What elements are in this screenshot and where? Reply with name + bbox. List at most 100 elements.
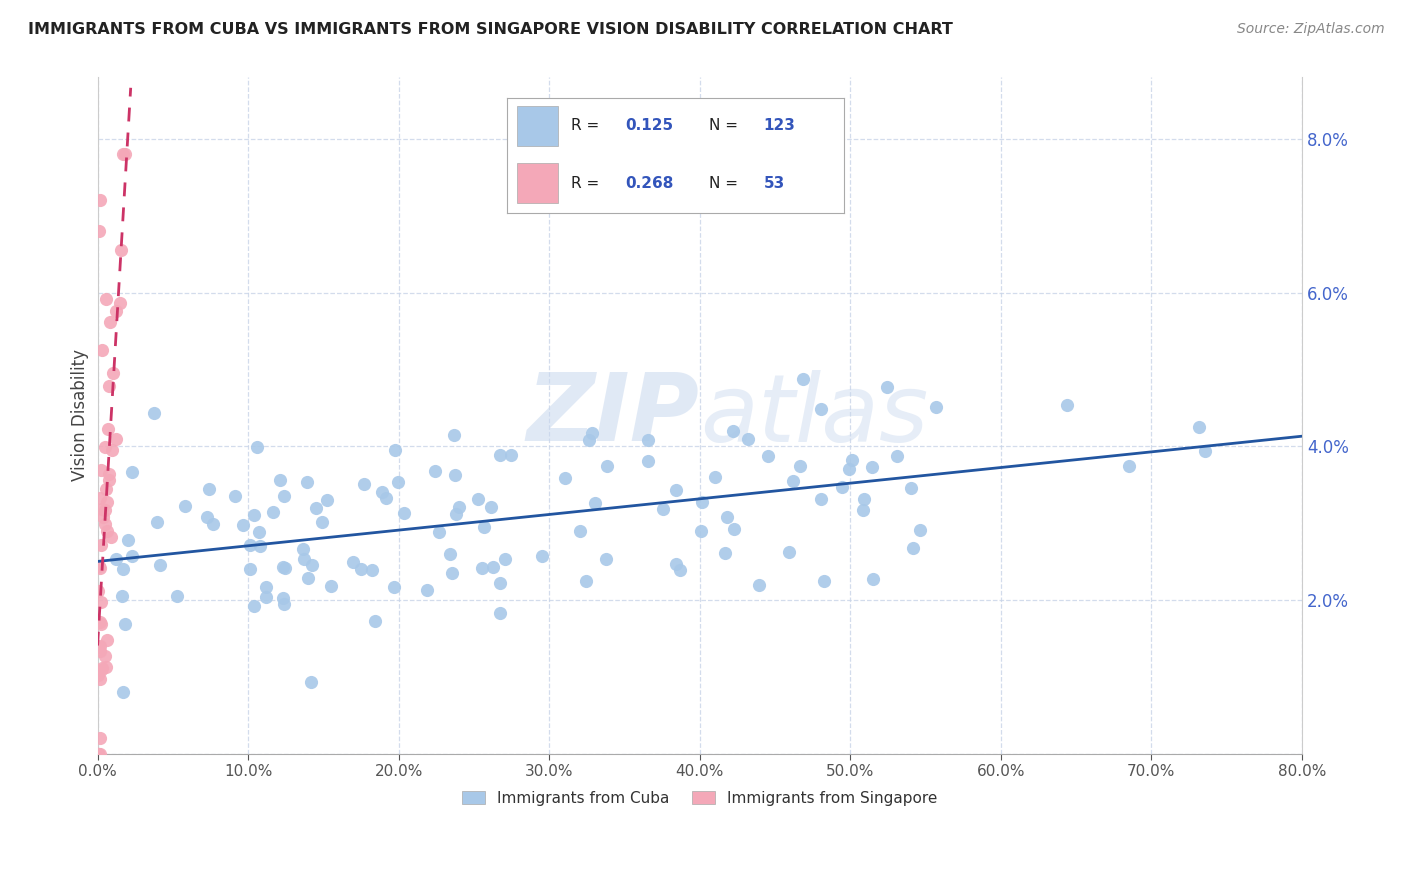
- Point: [838, 462, 860, 476]
- Point: [860, 459, 883, 474]
- Point: [810, 491, 832, 506]
- Point: [97, 473, 120, 487]
- Point: [488, 575, 510, 590]
- Point: [299, 675, 322, 690]
- Point: [94, 516, 117, 531]
- Point: [89, 672, 111, 686]
- Point: [690, 524, 713, 538]
- Point: [392, 506, 415, 520]
- Point: [89, 491, 111, 506]
- Point: [111, 147, 134, 161]
- Point: [319, 579, 342, 593]
- Point: [254, 591, 277, 605]
- Point: [886, 449, 908, 463]
- Point: [375, 491, 398, 505]
- Point: [444, 507, 467, 521]
- Point: [112, 562, 135, 576]
- Point: [714, 546, 737, 560]
- Point: [353, 476, 375, 491]
- Point: [294, 552, 316, 566]
- Point: [91, 509, 114, 524]
- Point: [575, 574, 598, 588]
- Point: [292, 542, 315, 557]
- Point: [243, 599, 266, 613]
- Point: [89, 194, 111, 208]
- Point: [471, 561, 494, 575]
- Point: [841, 453, 863, 467]
- Point: [97, 467, 120, 481]
- Point: [111, 685, 134, 699]
- Point: [87, 224, 110, 238]
- Point: [342, 555, 364, 569]
- Point: [479, 500, 502, 515]
- Point: [108, 296, 131, 310]
- Text: atlas: atlas: [700, 370, 928, 461]
- Point: [652, 502, 675, 516]
- Point: [269, 473, 291, 487]
- Point: [87, 747, 110, 761]
- Point: [703, 470, 725, 484]
- Point: [166, 590, 188, 604]
- Point: [114, 147, 136, 161]
- Point: [1118, 458, 1140, 473]
- Point: [232, 518, 254, 533]
- Point: [315, 492, 337, 507]
- Point: [778, 545, 800, 559]
- Point: [87, 640, 110, 655]
- Point: [100, 530, 122, 544]
- Point: [862, 572, 884, 586]
- Point: [94, 503, 117, 517]
- Point: [581, 425, 603, 440]
- Point: [94, 659, 117, 673]
- Point: [87, 747, 110, 761]
- Point: [371, 484, 394, 499]
- Point: [97, 379, 120, 393]
- Text: IMMIGRANTS FROM CUBA VS IMMIGRANTS FROM SINGAPORE VISION DISABILITY CORRELATION : IMMIGRANTS FROM CUBA VS IMMIGRANTS FROM …: [28, 22, 953, 37]
- Point: [1194, 443, 1216, 458]
- Point: [89, 558, 111, 573]
- Point: [852, 491, 875, 506]
- Point: [114, 616, 136, 631]
- Point: [792, 372, 814, 386]
- Point: [87, 747, 110, 761]
- Point: [98, 315, 121, 329]
- Point: [89, 731, 111, 746]
- Point: [89, 615, 111, 630]
- Point: [198, 482, 221, 496]
- Point: [242, 508, 264, 523]
- Point: [201, 516, 224, 531]
- Point: [96, 524, 118, 538]
- Point: [443, 428, 465, 442]
- Point: [121, 549, 143, 563]
- Point: [101, 442, 124, 457]
- Point: [195, 510, 218, 524]
- Point: [578, 433, 600, 447]
- Point: [96, 632, 118, 647]
- Point: [105, 432, 128, 446]
- Point: [427, 525, 450, 540]
- Point: [449, 500, 471, 515]
- Point: [91, 661, 114, 675]
- Point: [382, 580, 405, 594]
- Point: [87, 665, 110, 679]
- Point: [101, 366, 124, 380]
- Point: [1188, 420, 1211, 434]
- Point: [121, 465, 143, 479]
- Point: [238, 538, 260, 552]
- Point: [756, 449, 779, 463]
- Point: [444, 468, 467, 483]
- Point: [89, 747, 111, 761]
- Point: [723, 522, 745, 536]
- Point: [474, 519, 496, 533]
- Point: [246, 440, 269, 454]
- Point: [489, 448, 512, 462]
- Point: [239, 562, 262, 576]
- Point: [900, 481, 922, 495]
- Point: [224, 489, 246, 503]
- Point: [425, 464, 447, 478]
- Point: [637, 433, 659, 447]
- Point: [901, 541, 924, 556]
- Point: [440, 566, 463, 580]
- Point: [90, 595, 112, 609]
- Point: [482, 559, 505, 574]
